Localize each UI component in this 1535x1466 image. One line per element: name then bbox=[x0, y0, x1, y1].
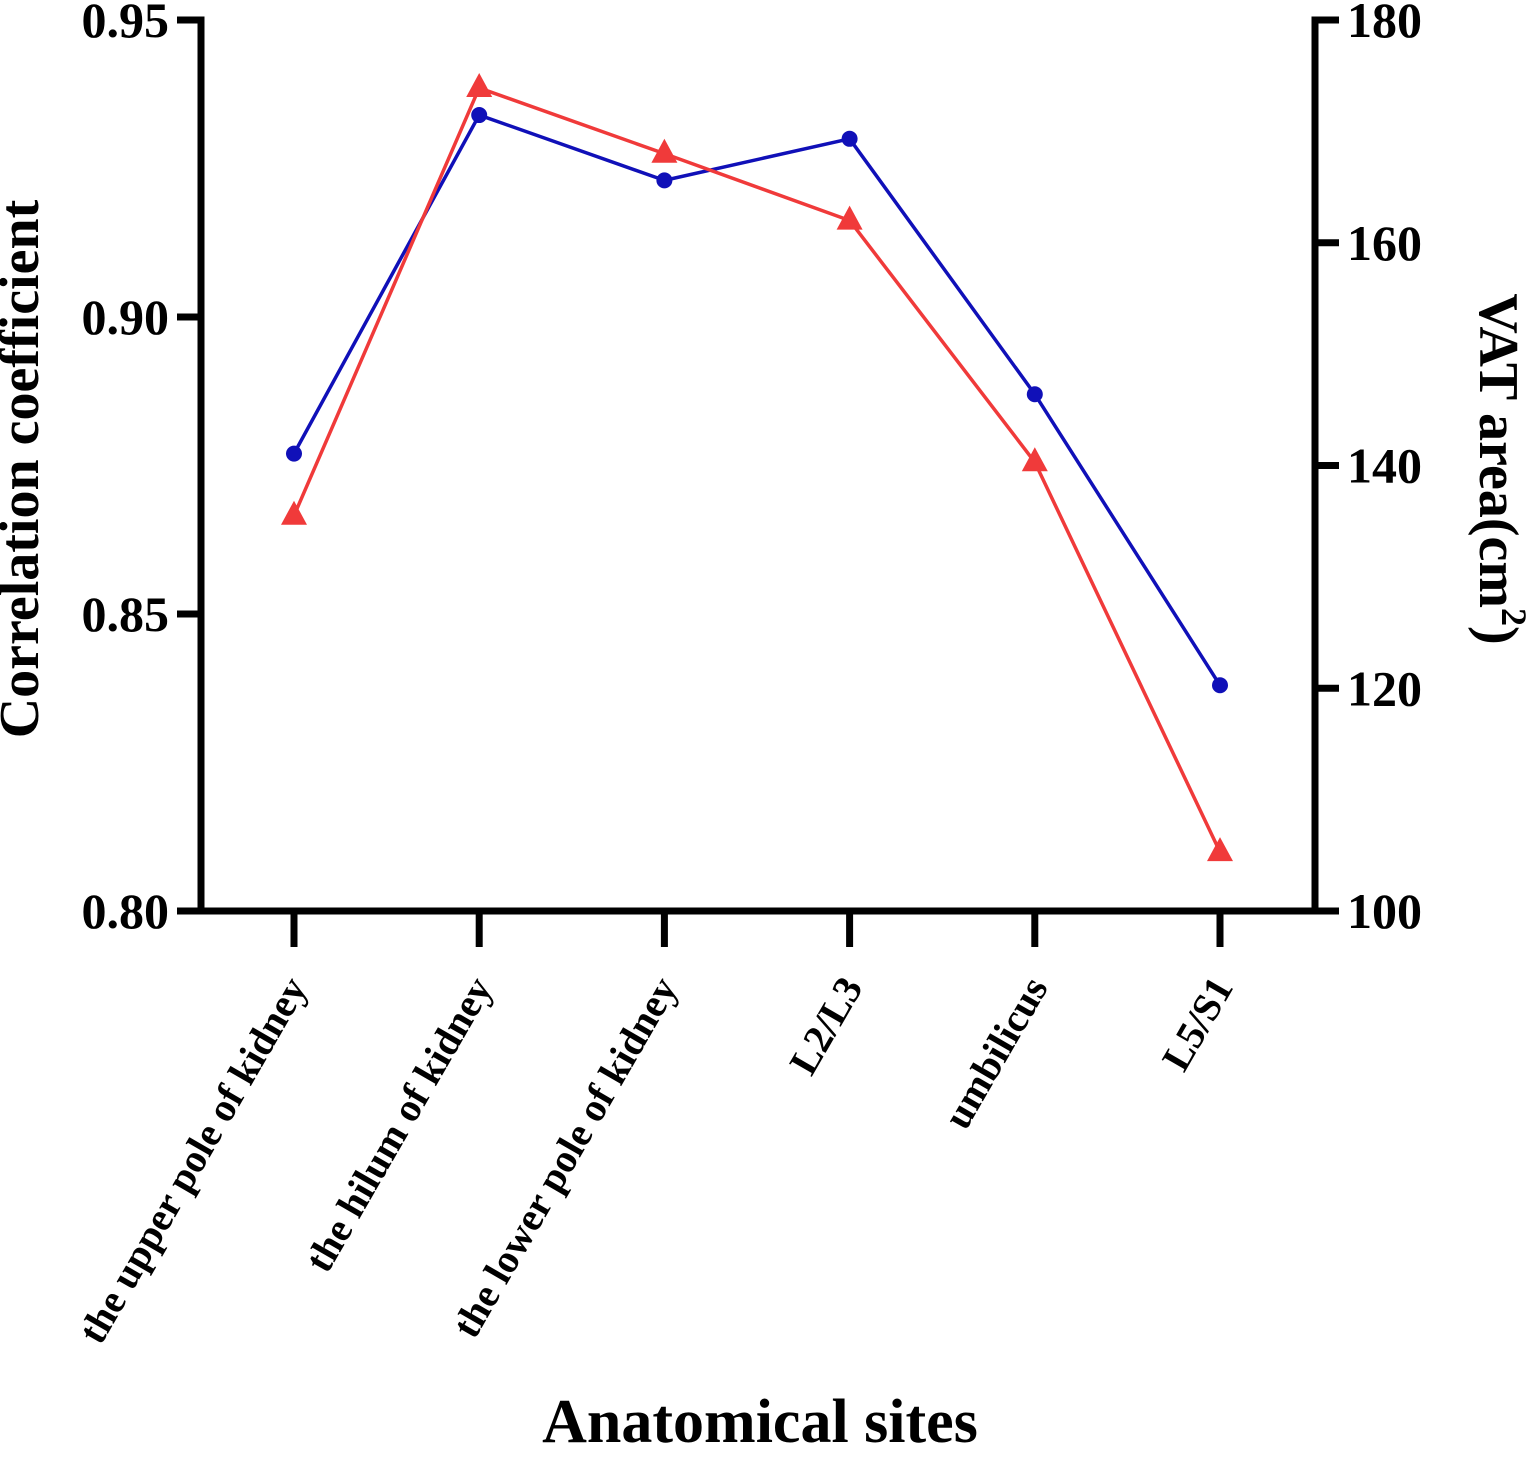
series-line bbox=[292, 113, 1222, 687]
data-point bbox=[1212, 677, 1228, 694]
ticks: 0.80 0.85 0.90 0.95 100 120 140 160 180 bbox=[82, 0, 1422, 947]
data-point bbox=[841, 130, 858, 147]
axes bbox=[197, 16, 1319, 915]
series-correlation bbox=[286, 107, 1228, 694]
y2-tick-label: 180 bbox=[1347, 0, 1422, 48]
data-point bbox=[1026, 386, 1043, 403]
y-tick-label: 0.95 bbox=[82, 0, 170, 48]
y2-axis-title: VAT area(cm2) bbox=[1467, 293, 1534, 644]
x-category-label: the hilum of kidney bbox=[296, 969, 501, 1279]
y2-axis-title-sup: 2 bbox=[1494, 608, 1534, 626]
y2-tick-label: 100 bbox=[1347, 883, 1422, 939]
series-vat-area bbox=[281, 73, 1233, 862]
y2-axis-title-main: VAT area(cm bbox=[1467, 293, 1529, 608]
x-category-label: L5/S1 bbox=[1153, 969, 1242, 1078]
x-category-label: umbilicus bbox=[934, 969, 1056, 1136]
data-point bbox=[286, 445, 302, 462]
y2-tick-label: 160 bbox=[1347, 215, 1422, 271]
y-tick-label: 0.80 bbox=[82, 883, 170, 939]
y2-tick-label: 120 bbox=[1347, 660, 1422, 716]
data-point bbox=[281, 500, 307, 525]
series-layer bbox=[281, 73, 1233, 862]
data-point bbox=[656, 172, 673, 189]
data-point bbox=[836, 205, 863, 230]
y-tick-label: 0.90 bbox=[82, 289, 170, 345]
y2-axis-title-close: ) bbox=[1467, 626, 1529, 645]
data-point bbox=[1021, 447, 1048, 472]
data-point bbox=[466, 73, 493, 98]
data-point bbox=[1207, 837, 1233, 862]
x-category-label: the upper pole of kidney bbox=[69, 969, 315, 1351]
series-line bbox=[292, 86, 1222, 853]
x-category-label: L2/L3 bbox=[780, 969, 871, 1082]
y-tick-label: 0.85 bbox=[82, 586, 170, 642]
data-point bbox=[651, 138, 678, 163]
y2-tick-label: 140 bbox=[1347, 438, 1422, 494]
data-point bbox=[471, 107, 488, 124]
y-axis-title: Correlation coefficient bbox=[0, 199, 51, 738]
x-axis-title: Anatomical sites bbox=[542, 1388, 978, 1456]
